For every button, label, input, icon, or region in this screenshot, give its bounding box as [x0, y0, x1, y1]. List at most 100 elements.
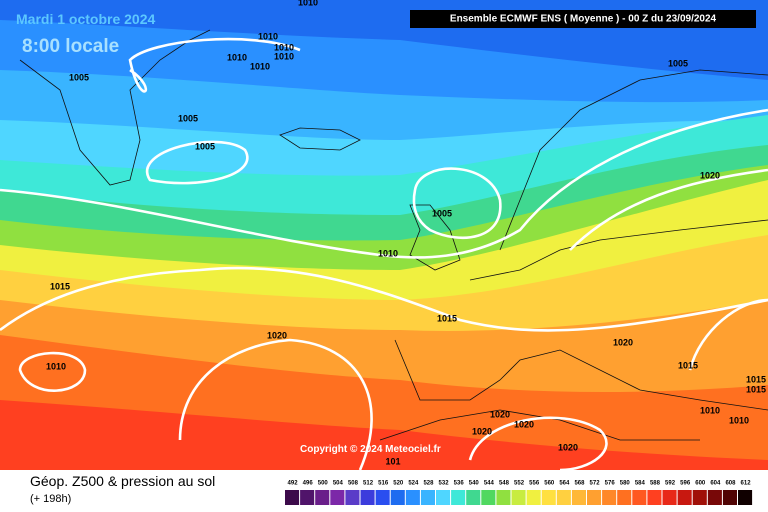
scale-swatch [511, 490, 526, 505]
isobar-label: 1010 [227, 52, 247, 62]
scale-swatch [285, 490, 300, 505]
scale-swatch [722, 490, 737, 505]
scale-label: 576 [605, 481, 616, 487]
scale-label: 600 [695, 481, 706, 487]
isobar-label: 101 [385, 456, 400, 466]
scale-swatch [541, 490, 556, 505]
isobar-label: 1020 [700, 170, 720, 180]
scale-swatch [451, 490, 466, 505]
isobar-label: 1010 [46, 361, 66, 371]
isobar-label: 1005 [178, 113, 198, 123]
scale-label: 540 [469, 481, 480, 487]
scale-label: 584 [635, 481, 646, 487]
scale-label: 504 [333, 481, 344, 487]
scale-label: 612 [741, 481, 752, 487]
scale-swatch [662, 490, 677, 505]
scale-swatch [330, 490, 345, 505]
scale-label: 536 [454, 481, 465, 487]
isobar-label: 1010 [700, 405, 720, 415]
isobar-label: 1015 [50, 281, 70, 291]
scale-label: 508 [348, 481, 359, 487]
isobar-label: 1010 [378, 248, 398, 258]
scale-swatch [571, 490, 586, 505]
footer-title: Géop. Z500 & pression au sol [30, 473, 215, 489]
coastlines [19, 29, 768, 441]
scale-label: 564 [559, 481, 570, 487]
scale-swatch [738, 490, 753, 505]
scale-label: 516 [378, 481, 389, 487]
scale-swatch [481, 490, 496, 505]
header-box [410, 10, 756, 28]
copyright: Copyright © 2024 Meteociel.fr [300, 444, 441, 455]
isobar-label: 1020 [267, 330, 287, 340]
scale-label: 608 [725, 481, 736, 487]
scale-label: 572 [590, 481, 601, 487]
scale-swatch [587, 490, 602, 505]
isobar-label: 1010 [298, 0, 318, 7]
scale-swatch [360, 490, 375, 505]
isobar-label: 1005 [668, 58, 688, 68]
scale-swatch [345, 490, 360, 505]
isobar-label: 1015 [746, 384, 766, 394]
scale-swatch [466, 490, 481, 505]
scale-swatch [677, 490, 692, 505]
scale-swatch [496, 490, 511, 505]
model-header: Ensemble ECMWF ENS ( Moyenne ) - 00 Z du… [450, 14, 717, 25]
isobar-label: 1010 [250, 61, 270, 71]
footer-subtitle: (+ 198h) [30, 493, 71, 505]
isobar-label: 1010 [258, 31, 278, 41]
scale-label: 556 [529, 481, 540, 487]
scale-label: 520 [393, 481, 404, 487]
isobar-label: 1005 [432, 208, 452, 218]
scale-label: 500 [318, 481, 329, 487]
scale-swatch [300, 490, 315, 505]
scale-swatch [436, 490, 451, 505]
isobar-label: 1015 [437, 313, 457, 323]
scale-label: 596 [680, 481, 691, 487]
scale-label: 524 [408, 481, 419, 487]
isobar-label: 1020 [472, 426, 492, 436]
scale-label: 528 [423, 481, 434, 487]
scale-label: 552 [514, 481, 525, 487]
isobar-label: 1020 [558, 442, 578, 452]
time-label: 8:00 locale [22, 36, 119, 57]
isobar-label: 1020 [514, 419, 534, 429]
scale-swatch [632, 490, 647, 505]
scale-label: 496 [303, 481, 314, 487]
scale-label: 604 [710, 481, 721, 487]
geopotential-field [0, 0, 768, 470]
isobar-label: 1005 [69, 72, 89, 82]
scale-swatch [692, 490, 707, 505]
scale-label: 544 [484, 481, 495, 487]
scale-swatch [375, 490, 390, 505]
isobar-label: 1020 [613, 337, 633, 347]
scale-label: 568 [574, 481, 585, 487]
scale-label: 512 [363, 481, 374, 487]
isobar-label: 1015 [746, 374, 766, 384]
isobar-label: 1010 [274, 42, 294, 52]
scale-swatch [617, 490, 632, 505]
scale-swatch [707, 490, 722, 505]
scale-swatch [647, 490, 662, 505]
scale-label: 560 [544, 481, 555, 487]
scale-label: 548 [499, 481, 510, 487]
isobar-label: 1010 [274, 51, 294, 61]
scale-swatch [405, 490, 420, 505]
scale-swatch [420, 490, 435, 505]
scale-label: 580 [620, 481, 631, 487]
scale-label: 592 [665, 481, 676, 487]
scale-swatch [556, 490, 571, 505]
isobar-label: 1015 [678, 360, 698, 370]
scale-label: 588 [650, 481, 661, 487]
date-label: Mardi 1 octobre 2024 [16, 11, 155, 27]
scale-swatch [602, 490, 617, 505]
isobar-label: 1005 [195, 141, 215, 151]
isobar-label: 1020 [490, 409, 510, 419]
isobar-label: 1010 [729, 415, 749, 425]
scale-swatch [315, 490, 330, 505]
scale-label: 492 [288, 481, 299, 487]
scale-swatch [390, 490, 405, 505]
scale-swatch [526, 490, 541, 505]
isobars [0, 37, 768, 472]
